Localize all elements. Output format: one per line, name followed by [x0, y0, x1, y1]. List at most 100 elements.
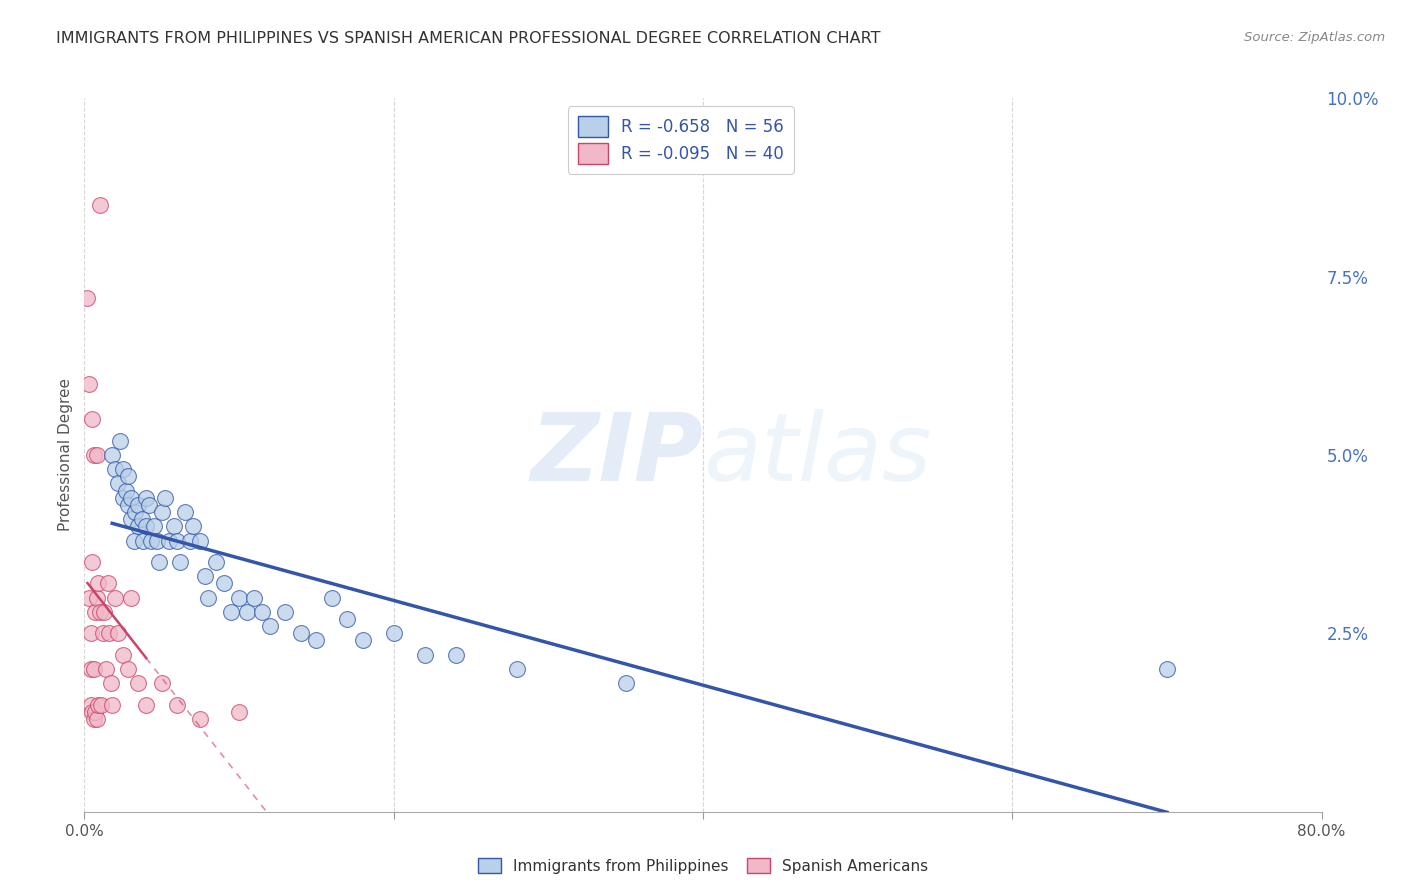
Text: ZIP: ZIP [530, 409, 703, 501]
Point [205, 555, 228, 569]
Point [228, 705, 250, 719]
Point [89, 198, 111, 212]
Point [120, 591, 142, 605]
Point [138, 498, 160, 512]
Point [87, 698, 110, 712]
Point [97, 576, 120, 591]
Point [128, 498, 150, 512]
Point [82, 705, 104, 719]
Point [166, 698, 188, 712]
Point [120, 491, 142, 505]
Point [197, 591, 219, 605]
Point [91, 626, 114, 640]
Point [135, 698, 157, 712]
Point [181, 519, 204, 533]
Legend: R = -0.658   N = 56, R = -0.095   N = 40: R = -0.658 N = 56, R = -0.095 N = 40 [568, 106, 793, 174]
Point [188, 712, 212, 726]
Y-axis label: Professional Degree: Professional Degree [58, 378, 73, 532]
Point [104, 591, 127, 605]
Point [150, 505, 173, 519]
Point [131, 512, 153, 526]
Point [159, 533, 181, 548]
Text: Source: ZipAtlas.com: Source: ZipAtlas.com [1244, 31, 1385, 45]
Point [83, 448, 105, 462]
Point [163, 519, 186, 533]
Point [506, 662, 529, 676]
Point [252, 605, 274, 619]
Point [290, 626, 312, 640]
Point [79, 662, 101, 676]
Point [135, 491, 157, 505]
Point [259, 619, 281, 633]
Point [94, 662, 117, 676]
Point [153, 491, 176, 505]
Point [101, 448, 124, 462]
Point [108, 434, 131, 448]
Point [98, 626, 121, 640]
Point [132, 533, 155, 548]
Point [107, 626, 129, 640]
Point [93, 605, 115, 619]
Legend: Immigrants from Philippines, Spanish Americans: Immigrants from Philippines, Spanish Ame… [472, 852, 934, 880]
Point [82, 412, 104, 426]
Point [83, 662, 105, 676]
Point [305, 633, 328, 648]
Point [179, 533, 201, 548]
Point [86, 712, 108, 726]
Point [112, 491, 135, 505]
Point [76, 291, 98, 305]
Point [128, 676, 150, 690]
Point [87, 576, 110, 591]
Point [174, 505, 197, 519]
Point [188, 533, 212, 548]
Point [228, 591, 250, 605]
Point [117, 498, 139, 512]
Point [1156, 662, 1178, 676]
Point [321, 591, 343, 605]
Point [146, 533, 169, 548]
Point [444, 648, 467, 662]
Point [86, 591, 108, 605]
Point [104, 462, 127, 476]
Text: atlas: atlas [703, 409, 931, 500]
Point [135, 519, 157, 533]
Point [122, 533, 145, 548]
Point [86, 448, 108, 462]
Point [79, 626, 101, 640]
Point [84, 605, 107, 619]
Point [124, 505, 146, 519]
Point [194, 569, 217, 583]
Point [83, 712, 105, 726]
Point [112, 462, 135, 476]
Point [77, 591, 100, 605]
Point [115, 483, 138, 498]
Point [236, 605, 259, 619]
Point [112, 648, 135, 662]
Point [336, 612, 359, 626]
Point [117, 662, 139, 676]
Point [243, 591, 266, 605]
Point [84, 705, 107, 719]
Text: IMMIGRANTS FROM PHILIPPINES VS SPANISH AMERICAN PROFESSIONAL DEGREE CORRELATION : IMMIGRANTS FROM PHILIPPINES VS SPANISH A… [56, 31, 880, 46]
Point [382, 626, 405, 640]
Point [413, 648, 436, 662]
Point [614, 676, 637, 690]
Point [212, 576, 235, 591]
Point [139, 533, 162, 548]
Point [274, 605, 297, 619]
Point [148, 555, 170, 569]
Point [107, 476, 129, 491]
Point [166, 533, 188, 548]
Point [100, 676, 122, 690]
Point [117, 469, 139, 483]
Point [82, 555, 104, 569]
Point [221, 605, 243, 619]
Point [79, 698, 101, 712]
Point [128, 519, 150, 533]
Point [90, 698, 112, 712]
Point [143, 519, 166, 533]
Point [120, 512, 142, 526]
Point [77, 376, 100, 391]
Point [89, 605, 111, 619]
Point [169, 555, 191, 569]
